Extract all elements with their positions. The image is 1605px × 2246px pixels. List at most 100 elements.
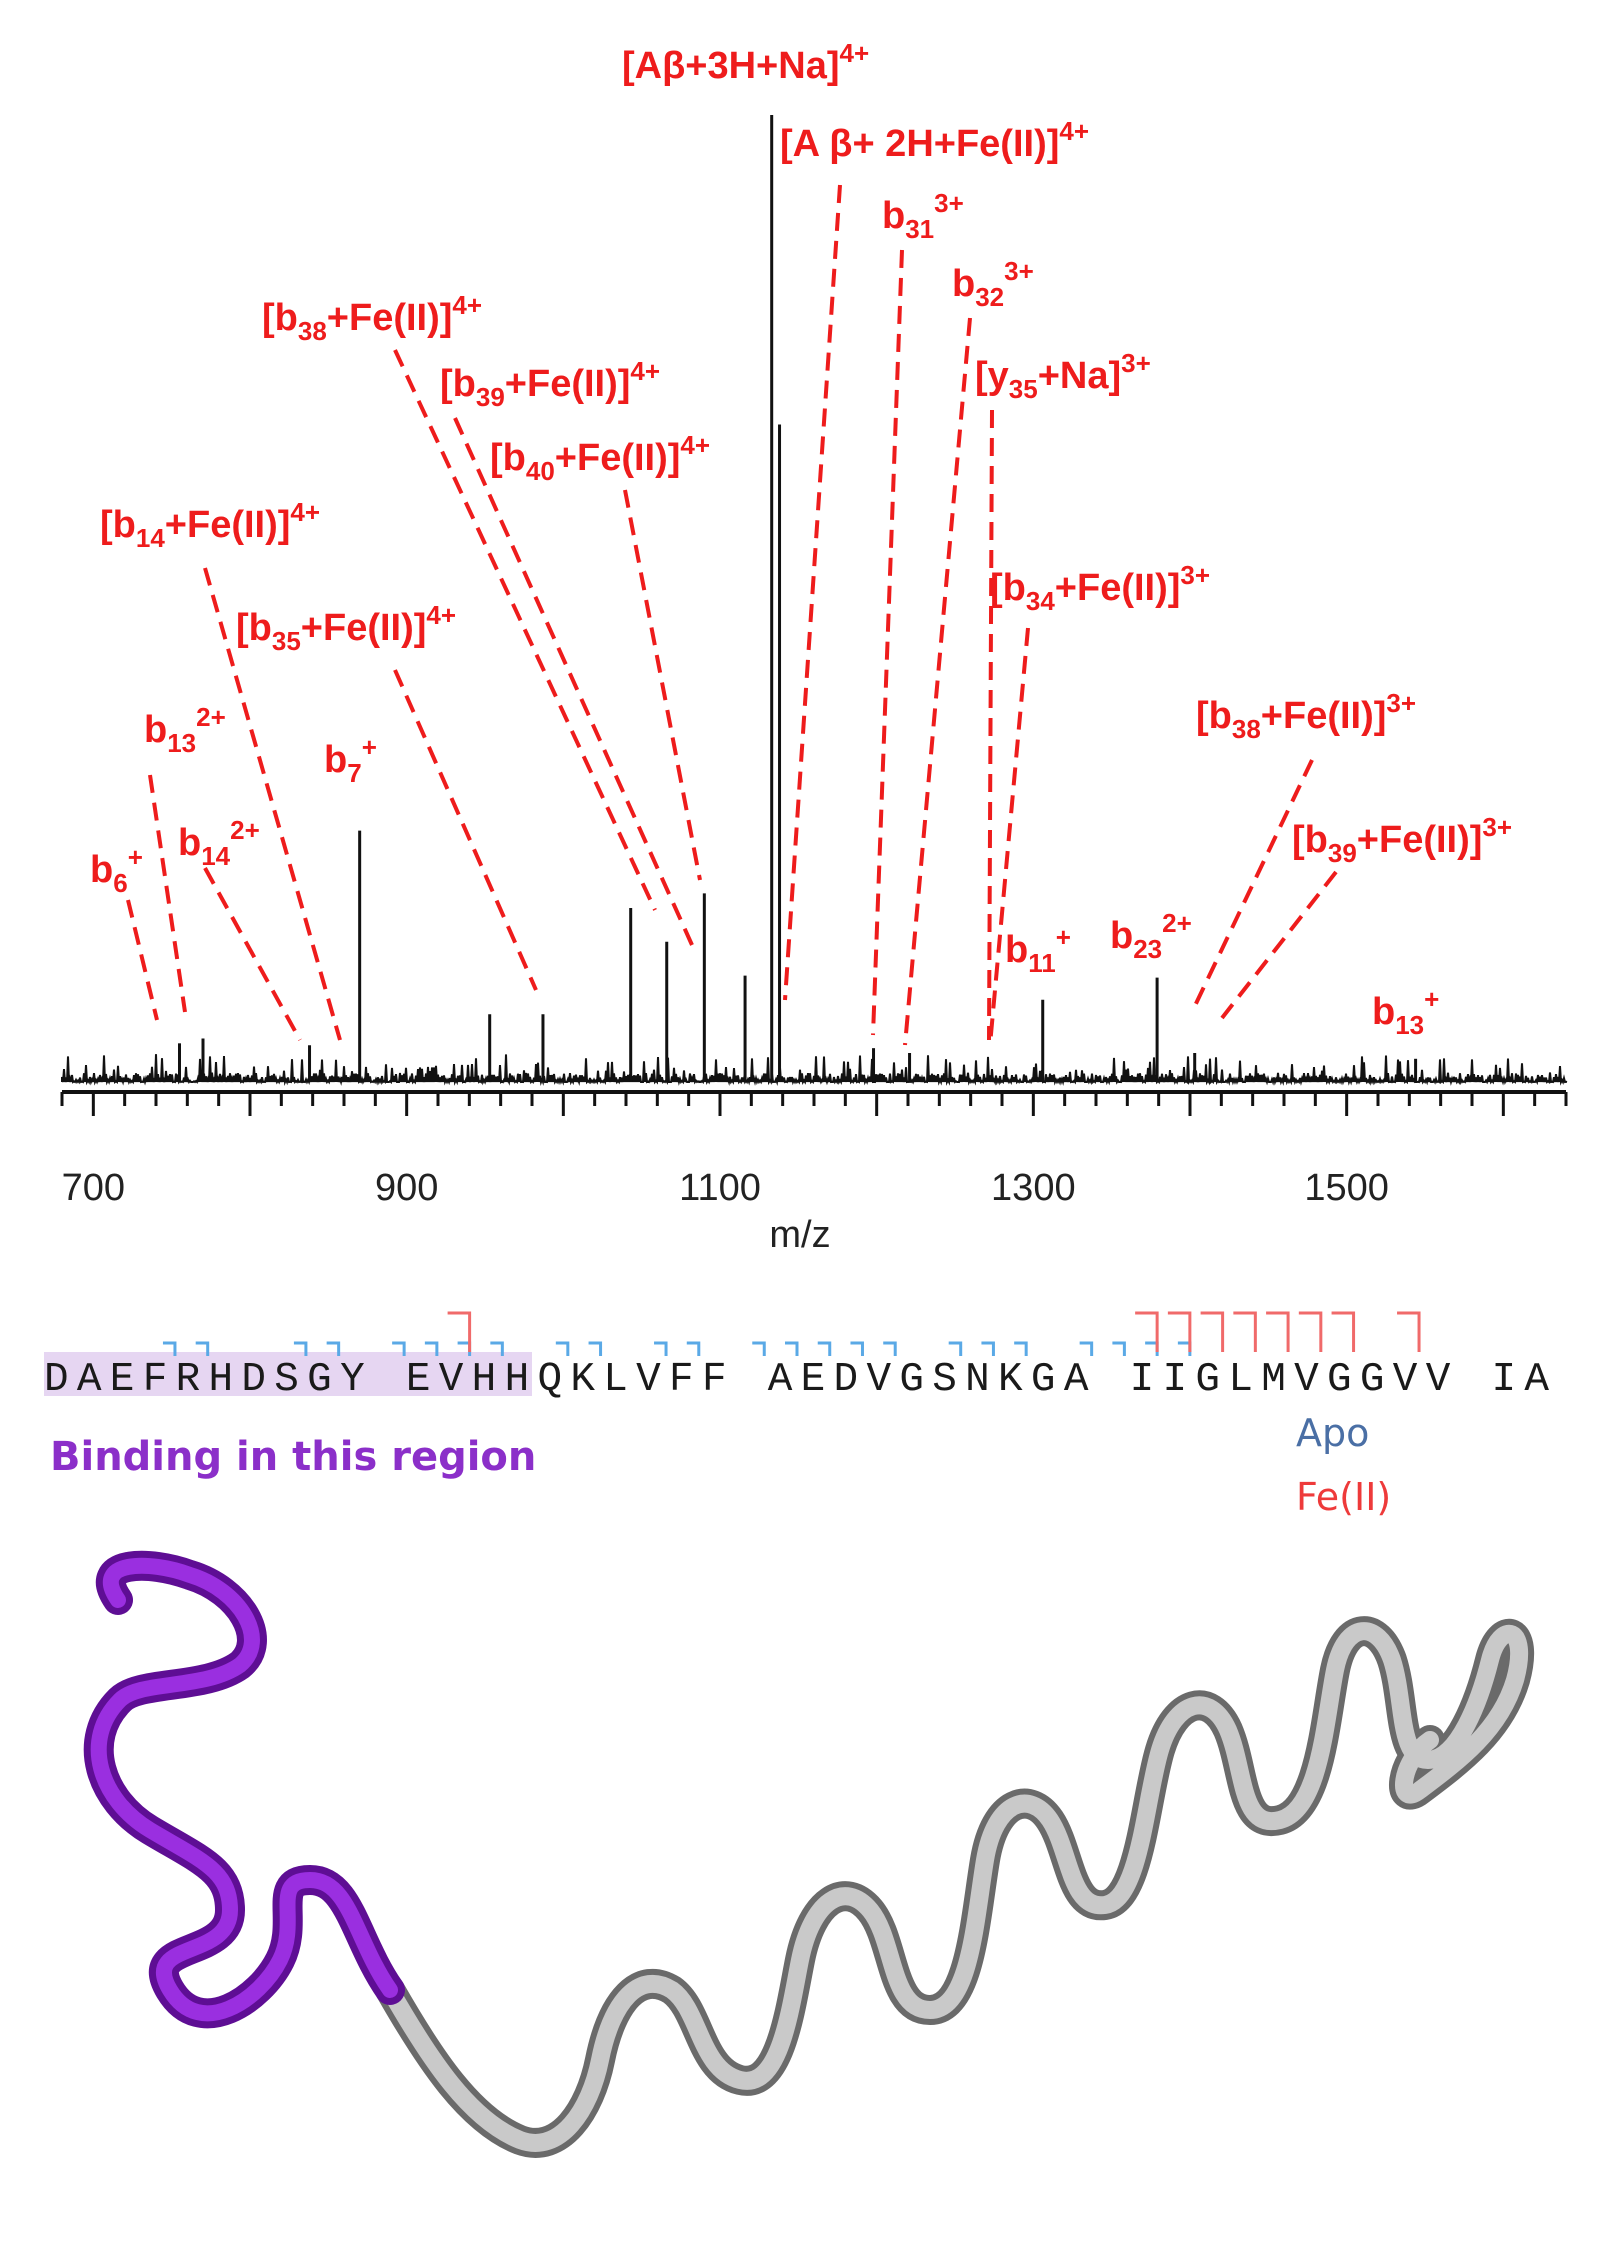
annotation-superscript: 4+ bbox=[426, 600, 456, 630]
apo-cleavage-mark bbox=[752, 1341, 766, 1356]
annotation-superscript: 4+ bbox=[680, 430, 710, 460]
peak-annotation: b232+ bbox=[1110, 908, 1192, 964]
binding-region-label: Binding in this region bbox=[50, 1434, 536, 1480]
annotation-base: [b bbox=[1196, 695, 1232, 737]
apo-cleavage-mark bbox=[293, 1341, 308, 1356]
apo-cleavage-mark bbox=[654, 1341, 668, 1356]
peak-annotation: [y35+Na]3+ bbox=[975, 348, 1151, 404]
apo-cleavage-mark bbox=[326, 1341, 341, 1356]
peak-annotation: b323+ bbox=[952, 256, 1034, 312]
annotation-superscript: 3+ bbox=[1180, 560, 1210, 590]
leader-line bbox=[393, 669, 538, 991]
legend-fe: Fe(II) bbox=[1296, 1475, 1391, 1519]
leader-line bbox=[126, 899, 159, 1021]
peak-annotations: [Aβ+3H+Na]4+[A β+ 2H+Fe(II)]4+b313+b323+… bbox=[90, 38, 1512, 1040]
apo-cleavage-mark bbox=[1112, 1341, 1126, 1356]
apo-cleavage-mark bbox=[1079, 1341, 1094, 1356]
ribbon-gray-helix bbox=[375, 1616, 1535, 2158]
leader-line bbox=[148, 774, 187, 1013]
fe-cleavage-mark bbox=[447, 1311, 472, 1352]
peak-annotation: b142+ bbox=[178, 815, 260, 871]
apo-cleavage-mark bbox=[588, 1341, 603, 1356]
apo-cleavage-mark bbox=[195, 1341, 210, 1356]
x-axis-tick-label: 1300 bbox=[991, 1167, 1076, 1209]
annotation-base: [b bbox=[236, 607, 272, 649]
annotation-subscript: 39 bbox=[1328, 838, 1357, 868]
ribbon-purple-highlight bbox=[90, 1557, 398, 2022]
leader-line bbox=[393, 349, 657, 911]
ribbon-gray-highlight bbox=[381, 1622, 1529, 2152]
cleavage-marks bbox=[162, 1311, 1421, 1356]
peptide-structure-ribbon bbox=[83, 1550, 1535, 2158]
leader-line bbox=[203, 867, 302, 1041]
x-axis-tick-label: 900 bbox=[375, 1167, 438, 1209]
annotation-superscript: 4+ bbox=[290, 497, 320, 527]
peak-annotation: [b38+Fe(II)]4+ bbox=[262, 290, 482, 346]
annotation-subscript: 6 bbox=[113, 868, 127, 898]
spectrum-noise-trace bbox=[61, 1054, 1568, 1086]
annotation-base: [b bbox=[1292, 819, 1328, 861]
annotation-superscript: 3+ bbox=[1386, 688, 1416, 718]
annotation-tail: +Fe(II)] bbox=[1357, 819, 1483, 861]
leader-line bbox=[988, 627, 1030, 1046]
annotation-tail: +Fe(II)] bbox=[301, 607, 427, 649]
leader-line bbox=[453, 417, 694, 946]
annotation-base: [b bbox=[262, 297, 298, 339]
annotation-base: b bbox=[1372, 991, 1395, 1033]
fe-cleavage-mark bbox=[1266, 1311, 1290, 1352]
annotation-subscript: 40 bbox=[526, 456, 555, 486]
apo-cleavage-mark bbox=[490, 1341, 504, 1356]
annotation-subscript: 32 bbox=[975, 282, 1004, 312]
apo-cleavage-mark bbox=[392, 1341, 406, 1356]
spectrum-peaks bbox=[178, 115, 1418, 1082]
x-axis-tick-label: 700 bbox=[62, 1167, 125, 1209]
x-axis-tick-label: 1500 bbox=[1304, 1167, 1389, 1209]
apo-cleavage-mark bbox=[1177, 1341, 1192, 1356]
apo-cleavage-mark bbox=[162, 1341, 177, 1356]
peak-annotation: [Aβ+3H+Na]4+ bbox=[622, 38, 869, 87]
sequence-panel: DAEFRHDSGY EVHHQKLVFF AEDVGSNKGA IIGLMVG… bbox=[44, 1311, 1549, 1519]
peak-annotation: b7+ bbox=[324, 732, 377, 788]
x-axis-ticks bbox=[60, 1092, 1568, 1116]
annotation-superscript: 2+ bbox=[196, 702, 226, 732]
annotation-subscript: 35 bbox=[272, 626, 301, 656]
peak-annotation: [b38+Fe(II)]3+ bbox=[1196, 688, 1416, 744]
apo-cleavage-mark bbox=[785, 1341, 799, 1356]
annotation-subscript: 14 bbox=[136, 523, 165, 553]
legend-apo: Apo bbox=[1296, 1411, 1369, 1455]
annotation-tail: +Fe(II)] bbox=[555, 437, 681, 479]
annotation-superscript: + bbox=[128, 842, 143, 872]
annotation-superscript: 3+ bbox=[934, 188, 964, 218]
annotation-superscript: 3+ bbox=[1482, 812, 1512, 842]
annotation-base: [b bbox=[990, 567, 1026, 609]
annotation-tail: +Fe(II)] bbox=[165, 504, 291, 546]
annotation-subscript: 35 bbox=[1009, 374, 1038, 404]
fe-cleavage-mark bbox=[1397, 1311, 1421, 1352]
apo-cleavage-mark bbox=[424, 1341, 439, 1356]
apo-cleavage-mark bbox=[1145, 1341, 1159, 1356]
annotation-base: b bbox=[324, 739, 347, 781]
x-axis-title: m/z bbox=[769, 1214, 830, 1256]
fe-cleavage-mark bbox=[1331, 1311, 1356, 1352]
annotation-base: [b bbox=[440, 363, 476, 405]
apo-cleavage-mark bbox=[948, 1341, 963, 1356]
annotation-tail: +Fe(II)] bbox=[1261, 695, 1387, 737]
annotation-tail: +Na] bbox=[1038, 355, 1121, 397]
peak-annotation: b11+ bbox=[1005, 922, 1071, 978]
annotation-base: [Aβ+3H+Na] bbox=[622, 45, 839, 87]
peak-annotation: b313+ bbox=[882, 188, 964, 244]
annotation-subscript: 34 bbox=[1026, 586, 1055, 616]
binding-region-highlight bbox=[44, 1352, 532, 1396]
leader-line bbox=[987, 409, 994, 1041]
annotation-subscript: 38 bbox=[1232, 714, 1261, 744]
leader-line bbox=[783, 184, 842, 1001]
annotation-subscript: 38 bbox=[298, 316, 327, 346]
annotation-leader-lines bbox=[126, 184, 1338, 1046]
apo-cleavage-mark bbox=[883, 1341, 897, 1356]
annotation-subscript: 7 bbox=[347, 758, 361, 788]
leader-line bbox=[623, 489, 702, 881]
annotation-superscript: 4+ bbox=[452, 290, 482, 320]
annotation-base: [b bbox=[490, 437, 526, 479]
annotation-tail: +Fe(II)] bbox=[505, 363, 631, 405]
annotation-subscript: 23 bbox=[1133, 934, 1162, 964]
